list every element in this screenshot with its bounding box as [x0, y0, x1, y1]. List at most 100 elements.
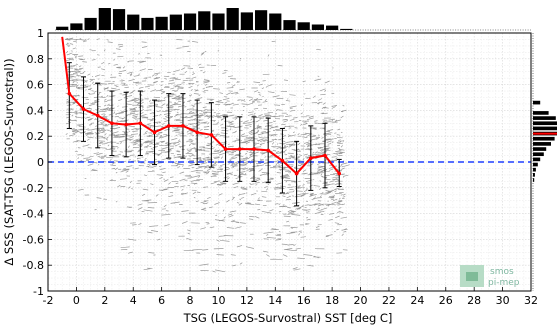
series-point [181, 124, 185, 128]
x-tick-label: 16 [297, 294, 311, 307]
right-hist-bar [533, 162, 538, 167]
y-tick-label: 1 [37, 27, 44, 40]
x-tick-label: 22 [382, 294, 396, 307]
series-point [110, 121, 114, 126]
x-tick-label: 32 [524, 294, 538, 307]
logo-inner-icon [466, 272, 478, 281]
x-tick-label: 14 [268, 294, 282, 307]
series-point [294, 171, 299, 176]
top-hist-bar [254, 10, 268, 30]
right-histogram [532, 33, 557, 291]
series-point [138, 121, 143, 126]
top-hist-bar [84, 17, 97, 30]
right-hist-bar [533, 121, 557, 126]
x-tick-label: 8 [187, 294, 194, 307]
y-tick-label: -1 [33, 285, 44, 298]
y-tick-label: 0.6 [27, 79, 45, 92]
series-point [252, 147, 256, 151]
series-point [280, 158, 285, 163]
right-hist-bar [533, 178, 535, 182]
top-hist-bar [112, 9, 126, 30]
x-tick-label: 18 [325, 294, 339, 307]
top-hist-bar [183, 13, 197, 30]
series-point [124, 122, 128, 127]
right-hist-bar [533, 116, 556, 120]
x-tick-label: 30 [496, 294, 510, 307]
top-histogram [55, 8, 531, 31]
logo-text-smos: smos [490, 267, 514, 277]
y-tick-label: -0.8 [23, 259, 44, 272]
y-tick-label: -0.4 [23, 208, 44, 221]
x-tick-label: 26 [439, 294, 453, 307]
top-hist-bar [198, 11, 211, 31]
series-point [81, 107, 86, 111]
top-hist-bar [269, 13, 282, 30]
series-point [266, 148, 270, 153]
x-tick-label: 20 [354, 294, 368, 307]
series-line [61, 36, 340, 176]
right-hist-bar [533, 100, 541, 105]
right-hist-bar [533, 111, 549, 115]
top-hist-bar [311, 24, 325, 30]
top-hist-bar [155, 16, 168, 30]
right-hist-bar [533, 147, 547, 151]
right-hist-bar [533, 152, 544, 157]
top-hist-bar [56, 26, 69, 30]
right-hist-bar [533, 173, 535, 177]
y-axis-label: Δ SSS (SAT-TSG (LEGOS-Survostral)) [2, 58, 16, 265]
x-tick-label: 6 [158, 294, 165, 307]
logo-text-pimep: pi-mep [488, 278, 520, 288]
series-point [309, 156, 313, 160]
series-point [209, 133, 214, 137]
series-point [195, 130, 199, 135]
x-tick-label: -2 [43, 294, 54, 307]
series-point [237, 147, 242, 151]
top-hist-bar [240, 12, 253, 30]
y-tick-label: 0.4 [27, 104, 45, 117]
x-tick-label: 2 [101, 294, 108, 307]
series-point [337, 171, 342, 176]
series-point [152, 130, 157, 135]
top-hist-bar [340, 28, 353, 30]
mean-series [61, 36, 342, 176]
scatter-points [64, 37, 350, 273]
x-tick-label: 0 [73, 294, 80, 307]
series-point [67, 91, 72, 96]
axes: -2 0 2 4 6 8 10 12 14 16 18 20 22 24 26 28 30 32-1-0.8-0.… [23, 27, 538, 307]
right-hist-bar [533, 157, 541, 162]
top-hist-bar [212, 13, 225, 30]
series-point [323, 153, 327, 158]
y-tick-label: 0.8 [27, 53, 45, 66]
top-hist-bar [297, 22, 310, 30]
top-hist-bar [283, 20, 296, 30]
top-hist-bar [70, 23, 83, 30]
x-tick-label: 28 [467, 294, 481, 307]
error-bar [66, 62, 72, 129]
series-point [95, 113, 100, 118]
top-hist-bar [98, 8, 111, 30]
series-point [166, 124, 171, 128]
right-hist-bar [533, 126, 557, 131]
y-tick-label: -0.6 [23, 233, 44, 246]
right-hist-bar [533, 167, 536, 172]
right-hist-bar [533, 136, 555, 141]
top-hist-bar [326, 25, 339, 30]
series-point [223, 147, 228, 151]
top-hist-bar [169, 14, 182, 30]
y-tick-label: -0.2 [23, 182, 44, 195]
scatter-cloud [64, 37, 350, 273]
right-hist-bar [533, 142, 551, 146]
x-tick-label: 24 [410, 294, 424, 307]
smos-pi-mep-logo: smos pi-mep [460, 265, 520, 288]
y-tick-label: 0.2 [27, 130, 45, 143]
x-tick-label: 12 [240, 294, 254, 307]
x-axis-label: TSG (LEGOS-Survostral) SST [deg C] [183, 311, 393, 325]
error-bars [66, 62, 342, 207]
x-tick-label: 4 [130, 294, 137, 307]
x-tick-label: 10 [211, 294, 225, 307]
top-hist-bar [127, 14, 140, 30]
y-tick-label: 0 [37, 156, 44, 169]
top-hist-bar [141, 17, 154, 30]
